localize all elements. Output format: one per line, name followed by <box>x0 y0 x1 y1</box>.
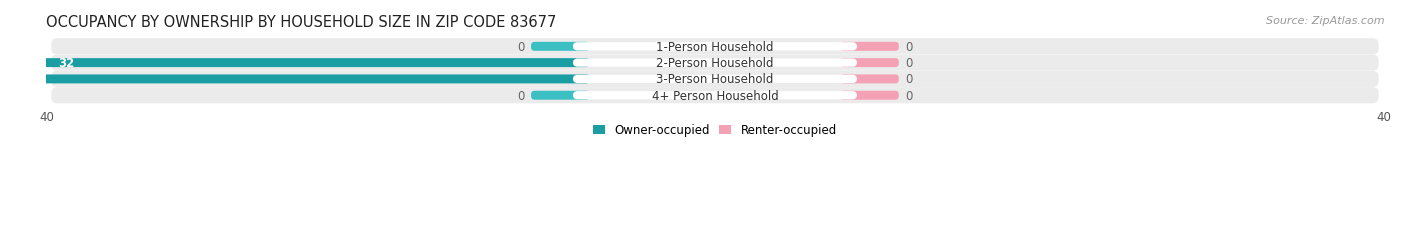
Text: 2-Person Household: 2-Person Household <box>657 57 773 70</box>
FancyBboxPatch shape <box>572 59 858 67</box>
Text: 4+ Person Household: 4+ Person Household <box>651 89 779 102</box>
FancyBboxPatch shape <box>0 75 589 84</box>
FancyBboxPatch shape <box>52 72 1378 88</box>
Text: 3-Person Household: 3-Person Household <box>657 73 773 86</box>
Text: 35: 35 <box>8 73 24 86</box>
FancyBboxPatch shape <box>52 55 1378 71</box>
FancyBboxPatch shape <box>572 43 858 51</box>
FancyBboxPatch shape <box>572 92 858 100</box>
FancyBboxPatch shape <box>38 59 589 68</box>
Text: 0: 0 <box>905 41 912 54</box>
Text: 0: 0 <box>905 73 912 86</box>
FancyBboxPatch shape <box>531 91 589 100</box>
Text: 0: 0 <box>905 57 912 70</box>
FancyBboxPatch shape <box>531 43 589 52</box>
Text: 0: 0 <box>905 89 912 102</box>
Text: 0: 0 <box>517 41 524 54</box>
FancyBboxPatch shape <box>572 76 858 84</box>
FancyBboxPatch shape <box>841 59 898 68</box>
FancyBboxPatch shape <box>52 88 1378 104</box>
Text: 32: 32 <box>58 57 75 70</box>
FancyBboxPatch shape <box>841 75 898 84</box>
Text: 0: 0 <box>517 89 524 102</box>
FancyBboxPatch shape <box>841 91 898 100</box>
Legend: Owner-occupied, Renter-occupied: Owner-occupied, Renter-occupied <box>593 124 837 137</box>
Text: OCCUPANCY BY OWNERSHIP BY HOUSEHOLD SIZE IN ZIP CODE 83677: OCCUPANCY BY OWNERSHIP BY HOUSEHOLD SIZE… <box>46 15 557 30</box>
FancyBboxPatch shape <box>52 39 1378 55</box>
Text: 1-Person Household: 1-Person Household <box>657 41 773 54</box>
FancyBboxPatch shape <box>841 43 898 52</box>
Text: Source: ZipAtlas.com: Source: ZipAtlas.com <box>1267 16 1385 26</box>
